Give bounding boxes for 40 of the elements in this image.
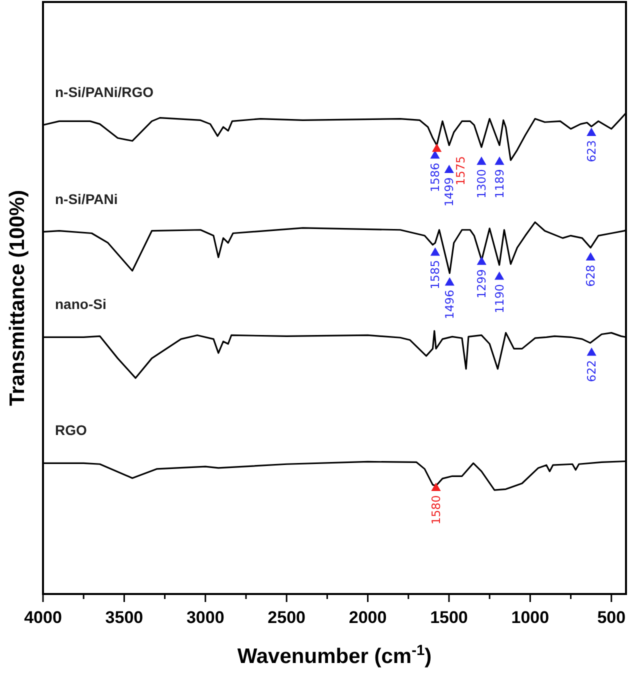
annotation: 1575 [454,156,468,186]
point [476,156,486,165]
series-label: nano-Si [55,296,106,312]
series-label: n-Si/PANi [55,190,118,207]
point [494,156,504,165]
point [476,256,486,265]
point [430,247,440,256]
annotation: 623 [584,140,598,162]
y-axis-title: Transmittance (100%) [6,190,29,406]
x-tick-label: 1500 [430,608,468,627]
point [494,271,504,280]
annotation: 1586 [428,162,442,192]
x-tick-label: 1000 [511,608,550,627]
x-tick-label: 500 [597,608,626,627]
x-tick-label: 3500 [105,608,144,627]
point [586,252,596,261]
annotation: 1300 [474,169,488,198]
annotation: 1585 [428,260,442,290]
annotation: 1580 [428,495,443,524]
annotation: 1189 [492,169,506,198]
annotation: 1499 [442,177,456,207]
point [432,144,442,152]
x-tick-label: 2500 [268,608,306,627]
x-tick-label: 4000 [24,608,62,627]
x-tick-label: 3000 [186,608,224,627]
annotation: 628 [584,264,598,287]
point [586,347,596,356]
x-axis-title: Wavenumber (cm$^{-1}$) [237,643,432,668]
annotation: 1190 [492,284,506,314]
point [430,150,440,159]
x-tick-label: 2000 [348,608,387,627]
series-label: RGO [55,422,87,438]
annotation: 1496 [442,290,457,320]
point [431,482,441,491]
annotation: 1299 [474,269,489,298]
point [586,128,596,136]
point [444,164,454,174]
point [444,277,454,286]
annotation: 622 [584,360,599,382]
series-label: n-Si/PANi/RGO [55,84,154,100]
